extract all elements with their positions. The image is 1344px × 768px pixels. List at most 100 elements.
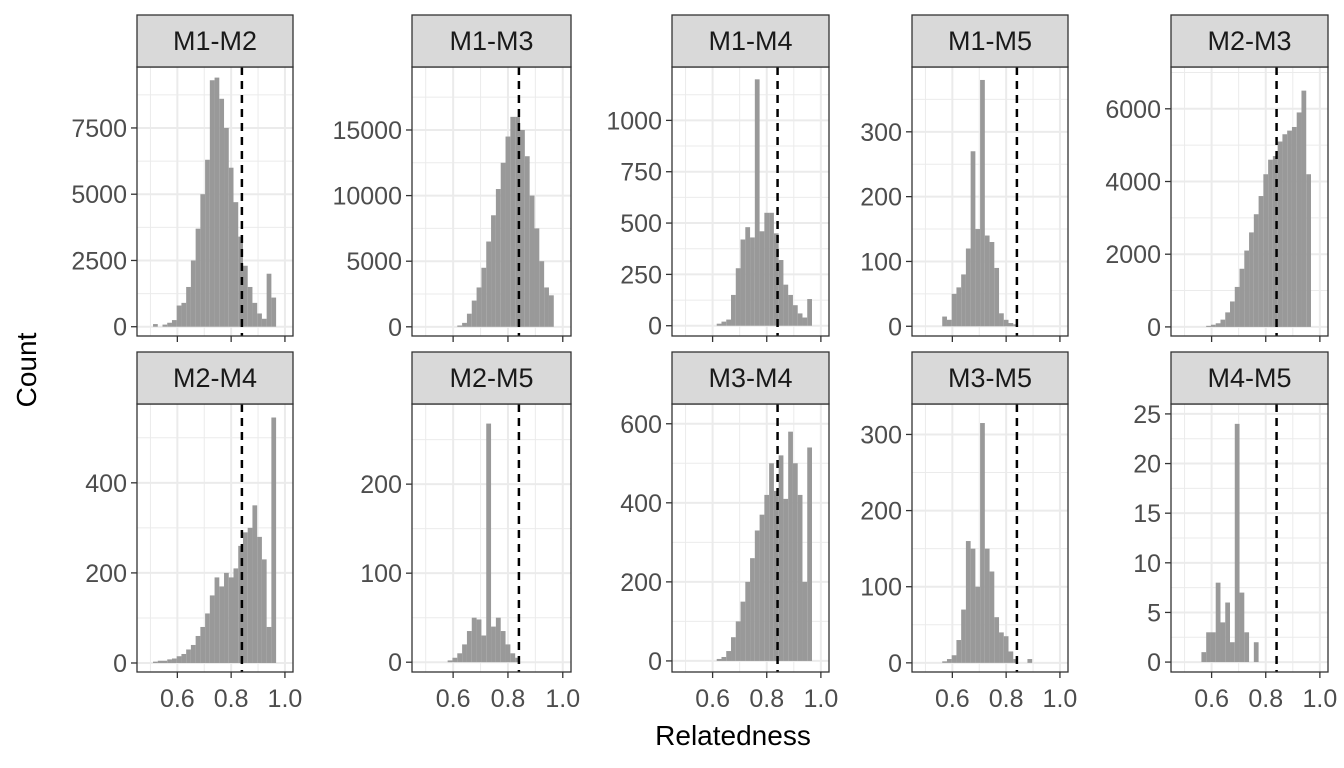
strip-background (136, 351, 294, 405)
histogram-bar (257, 313, 262, 327)
histogram-bar (214, 577, 220, 663)
histogram-bar (447, 660, 453, 663)
histogram-bar (247, 286, 253, 327)
strip-background (411, 351, 572, 405)
histogram-bar (946, 659, 952, 663)
facet-panel-m2-m5: M2-M5 0 100 200 0.6 0.8 1.0 (360, 351, 580, 713)
y-tick-label: 1000 (606, 107, 662, 135)
histogram-bar (750, 237, 755, 326)
histogram-bar (471, 617, 477, 663)
strip-label: M1-M2 (173, 26, 257, 56)
histogram-bar (224, 572, 229, 663)
histogram-bar (778, 455, 784, 661)
histogram-bar (471, 300, 477, 327)
histogram-bar (735, 621, 741, 661)
histogram-bar (1215, 582, 1221, 663)
histogram-bar (481, 267, 487, 327)
histogram-bar (1210, 324, 1216, 327)
strip-background (911, 14, 1069, 68)
histogram-bar (515, 116, 521, 327)
histogram-bar (994, 617, 1000, 663)
histogram-bar (754, 530, 760, 661)
y-tick-label: 500 (620, 210, 662, 238)
histogram-bar (176, 656, 182, 663)
histogram-bar (1003, 636, 1009, 663)
y-tick-label: 5000 (71, 181, 127, 209)
y-tick-label: 0 (388, 649, 402, 677)
histogram-bar (153, 324, 158, 327)
histogram-bar (1008, 651, 1014, 663)
x-tick-label: 0.6 (695, 685, 730, 713)
histogram-bar (539, 261, 545, 327)
y-tick-label: 300 (860, 421, 902, 449)
x-tick-label: 0.6 (436, 685, 471, 713)
y-tick-label: 5 (1147, 599, 1161, 627)
histogram-bar (716, 658, 722, 661)
y-tick-label: 0 (388, 314, 402, 342)
histogram-bar (769, 463, 774, 661)
histogram-bar (266, 273, 272, 327)
histogram-bar (486, 241, 492, 327)
histogram-bar (764, 494, 770, 661)
y-tick-label: 0 (888, 650, 902, 678)
strip-background (1170, 14, 1329, 68)
histogram-bar (186, 649, 191, 663)
strip-background (911, 351, 1069, 405)
y-tick-label: 15000 (332, 117, 402, 145)
histogram-bar (788, 294, 793, 326)
y-tick-label: 300 (860, 119, 902, 147)
histogram-bar (1258, 196, 1264, 327)
histogram-bar (252, 302, 258, 327)
histogram-bar (797, 494, 803, 661)
histogram-bar (1253, 642, 1259, 663)
histogram-bar (1013, 324, 1018, 327)
facet-panel-m1-m2: M1-M2 0 2500 5000 7500 (71, 14, 294, 342)
histogram-bar (195, 228, 201, 327)
strip-label: M1-M4 (708, 26, 792, 56)
x-tick-label: 0.6 (935, 685, 970, 713)
x-tick-label: 0.8 (491, 685, 526, 713)
y-tick-label: 200 (360, 471, 402, 499)
histogram-bar (476, 287, 482, 327)
histogram-bar (1230, 642, 1235, 663)
histogram-bar (1220, 622, 1226, 663)
y-tick-label: 0 (648, 648, 662, 676)
histogram-bar (190, 260, 196, 327)
y-tick-label: 0 (1147, 649, 1161, 677)
histogram-bar (224, 127, 229, 327)
histogram-bar (200, 194, 206, 327)
x-tick-label: 1.0 (268, 685, 303, 713)
y-tick-label: 5000 (346, 248, 402, 276)
histogram-bars (942, 423, 1033, 663)
histogram-bar (1234, 286, 1240, 327)
histogram-bar (961, 609, 966, 663)
histogram-bars (153, 77, 277, 327)
histogram-bar (980, 79, 985, 327)
histogram-bar (731, 637, 736, 661)
histogram-bar (515, 657, 521, 663)
histogram-bar (219, 586, 225, 663)
strip-background (136, 14, 294, 68)
x-tick-label: 0.8 (214, 685, 249, 713)
y-tick-label: 2000 (1105, 241, 1161, 269)
histogram-bar (242, 532, 248, 663)
histogram-bar (731, 294, 736, 326)
histogram-bar (209, 80, 215, 327)
histogram-bar (1201, 652, 1207, 663)
histogram-bar (984, 235, 990, 327)
histogram-bar (476, 619, 482, 663)
histogram-bar (1244, 632, 1250, 663)
histogram-bar (1003, 319, 1009, 327)
histogram-bar (491, 215, 496, 327)
x-axis-title: Relatedness (655, 720, 811, 751)
histogram-bar (257, 536, 262, 663)
facet-panel-m3-m5: M3-M5 0 100 200 300 0.6 0.8 1.0 (860, 351, 1077, 713)
histogram-bar (726, 319, 732, 326)
facet-panel-m1-m3: M1-M3 0 5000 10000 15000 (332, 14, 572, 342)
histogram-bar (1301, 90, 1307, 327)
y-tick-label: 400 (85, 470, 127, 498)
histogram-bar (205, 159, 210, 327)
histogram-bar (1215, 323, 1221, 327)
histogram-bar (548, 295, 554, 327)
histogram-bar (792, 463, 798, 661)
